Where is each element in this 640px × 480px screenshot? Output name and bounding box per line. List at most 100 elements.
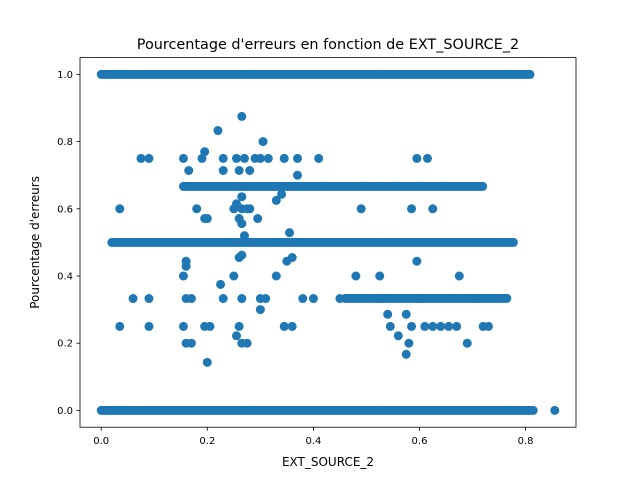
data-point: [436, 321, 446, 331]
data-point: [407, 204, 417, 214]
data-point: [550, 405, 560, 415]
data-point: [277, 189, 287, 199]
data-point: [393, 331, 403, 341]
data-point: [271, 271, 281, 281]
data-point: [293, 153, 302, 163]
data-point: [271, 195, 281, 205]
data-point: [356, 204, 366, 214]
data-point: [388, 181, 398, 191]
data-point: [231, 199, 241, 209]
y-axis-label: Pourcentage d'erreurs: [28, 176, 42, 309]
data-point: [478, 181, 488, 191]
data-point: [308, 294, 318, 304]
data-point: [115, 321, 125, 331]
data-point: [285, 228, 295, 238]
data-point: [263, 153, 273, 163]
data-point: [351, 271, 361, 281]
x-tick-label: 0.6: [412, 436, 428, 447]
data-point: [401, 309, 411, 319]
data-point: [293, 170, 302, 180]
data-point: [407, 321, 417, 331]
data-point: [428, 321, 438, 331]
y-tick-label: 1.0: [57, 70, 73, 81]
data-point: [258, 137, 268, 147]
data-point: [401, 349, 411, 359]
data-point: [231, 153, 241, 163]
data-point: [237, 192, 247, 202]
data-point: [444, 321, 454, 331]
y-tick-label: 0.2: [57, 339, 73, 350]
data-point: [239, 231, 249, 241]
x-tick-label: 0.0: [93, 436, 109, 447]
data-point: [237, 111, 247, 121]
data-point: [229, 271, 239, 281]
plot-frame: [79, 57, 577, 428]
data-point: [144, 153, 154, 163]
data-point: [319, 181, 329, 191]
data-point: [128, 294, 138, 304]
data-point: [314, 153, 324, 163]
data-point: [279, 321, 289, 331]
data-point: [298, 294, 308, 304]
ticks-layer: 0.0 0.2 0.4 0.6 0.8 0.0 0.2 0.4 0.6 0.8 1.0: [57, 70, 533, 447]
chart-title: Pourcentage d'erreurs en fonction de EXT…: [137, 37, 519, 53]
data-point: [178, 321, 188, 331]
data-point: [178, 153, 188, 163]
data-point: [234, 166, 244, 175]
data-point: [261, 294, 271, 304]
data-point: [255, 153, 265, 163]
data-point: [415, 294, 425, 304]
data-point: [361, 181, 371, 191]
data-point: [181, 261, 191, 271]
data-point: [218, 166, 228, 175]
data-point: [205, 321, 215, 331]
data-point: [218, 294, 228, 304]
x-tick-label: 0.8: [518, 436, 534, 447]
data-point: [186, 294, 196, 304]
data-point: [385, 321, 395, 331]
data-point: [452, 321, 462, 331]
data-point: [415, 181, 425, 191]
data-point: [115, 204, 125, 214]
data-point: [279, 153, 289, 163]
data-point: [234, 321, 244, 331]
x-axis-label: EXT_SOURCE_2: [282, 455, 374, 469]
data-point: [237, 219, 247, 229]
x-tick-label: 0.4: [305, 436, 321, 447]
data-point: [245, 166, 255, 175]
data-point: [237, 250, 247, 260]
data-point: [216, 279, 226, 289]
data-point: [528, 405, 538, 415]
x-tick-label: 0.2: [199, 436, 215, 447]
data-point: [242, 338, 252, 348]
data-point: [231, 331, 241, 341]
data-point: [462, 338, 472, 348]
data-point: [502, 293, 512, 303]
y-tick-label: 0.0: [57, 406, 73, 417]
data-point: [253, 214, 263, 224]
data-point: [372, 294, 382, 304]
data-point: [383, 309, 393, 319]
data-point: [202, 357, 212, 367]
data-point: [237, 294, 247, 304]
data-point: [287, 253, 297, 263]
data-point: [197, 153, 207, 163]
data-point: [144, 294, 154, 304]
data-point: [184, 166, 194, 175]
data-point: [412, 153, 422, 163]
data-point: [404, 338, 414, 348]
data-point: [335, 294, 345, 304]
data-point: [213, 126, 223, 136]
data-point: [239, 153, 249, 163]
data-point: [287, 321, 297, 331]
data-point: [422, 153, 432, 163]
data-point: [192, 204, 202, 214]
data-point: [255, 305, 265, 315]
data-point: [420, 321, 430, 331]
y-tick-label: 0.6: [57, 204, 73, 215]
data-point: [483, 321, 493, 331]
data-point: [412, 256, 422, 266]
data-point: [178, 271, 188, 281]
y-tick-label: 0.4: [57, 272, 73, 283]
